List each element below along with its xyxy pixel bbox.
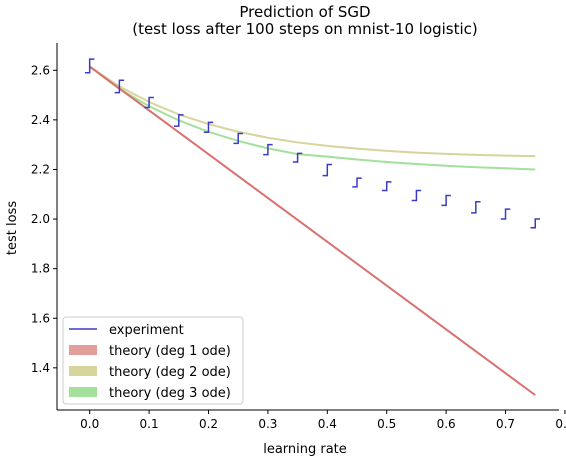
experiment-point (411, 189, 422, 202)
experiment-point (263, 143, 273, 156)
x-tick-label: 0.2 (199, 417, 218, 431)
x-axis-label: learning rate (263, 442, 347, 457)
experiment-point (352, 177, 362, 188)
series-line-1 (89, 65, 536, 396)
experiment-point (530, 218, 540, 229)
series-line-3 (89, 65, 536, 171)
experiment-point (441, 194, 451, 207)
experiment-point (114, 79, 125, 94)
y-tick-label: 2.6 (31, 63, 50, 77)
experiment-point (381, 181, 392, 192)
x-tick-label: 0.7 (496, 417, 515, 431)
x-tick-label: 0.4 (318, 417, 337, 431)
legend: experiment theory (deg 1 ode) theory (deg … (62, 316, 244, 405)
experiment-point (174, 114, 184, 127)
y-tick-label: 2.2 (31, 162, 50, 176)
y-tick-label: 1.4 (31, 361, 50, 375)
experiment-point (84, 58, 95, 74)
y-tick-label: 1.6 (31, 311, 50, 325)
series-line-2 (89, 65, 536, 158)
x-tick-label: 0.1 (140, 417, 159, 431)
chart-subtitle: (test loss after 100 steps on mnist-10 l… (132, 20, 478, 38)
chart-title: Prediction of SGD (239, 3, 370, 21)
plot-area: 0.0 0.1 0.2 0.3 0.4 0.5 0.6 0.7 0.8 1.4 1.6 1.8 2.0 2… (31, 43, 566, 431)
legend-label: theory (deg 3 ode) (109, 386, 231, 401)
x-tick-label: 0.6 (437, 417, 456, 431)
experiment-point (292, 152, 303, 163)
legend-label: theory (deg 2 ode) (109, 365, 231, 380)
x-tick-label: 0.3 (258, 417, 277, 431)
experiment-point (500, 208, 511, 220)
legend-label: experiment (109, 323, 184, 338)
experiment-point (471, 200, 481, 214)
x-tick-label: 0.0 (80, 417, 99, 431)
x-tick-label: 0.8 (555, 417, 566, 431)
legend-swatch (69, 387, 97, 397)
legend-label: theory (deg 1 ode) (109, 344, 231, 359)
legend-swatch (69, 345, 97, 355)
experiment-point (144, 96, 154, 109)
legend-box (62, 316, 244, 405)
x-tick-label: 0.5 (377, 417, 396, 431)
y-tick-label: 2.0 (31, 212, 50, 226)
experiment-point (203, 121, 214, 134)
y-tick-label: 1.8 (31, 262, 50, 276)
y-tick-label: 2.4 (31, 113, 50, 127)
y-axis-label: test loss (5, 201, 20, 255)
experiment-point (233, 132, 243, 145)
legend-swatch (69, 366, 97, 376)
experiment-point (322, 163, 333, 177)
